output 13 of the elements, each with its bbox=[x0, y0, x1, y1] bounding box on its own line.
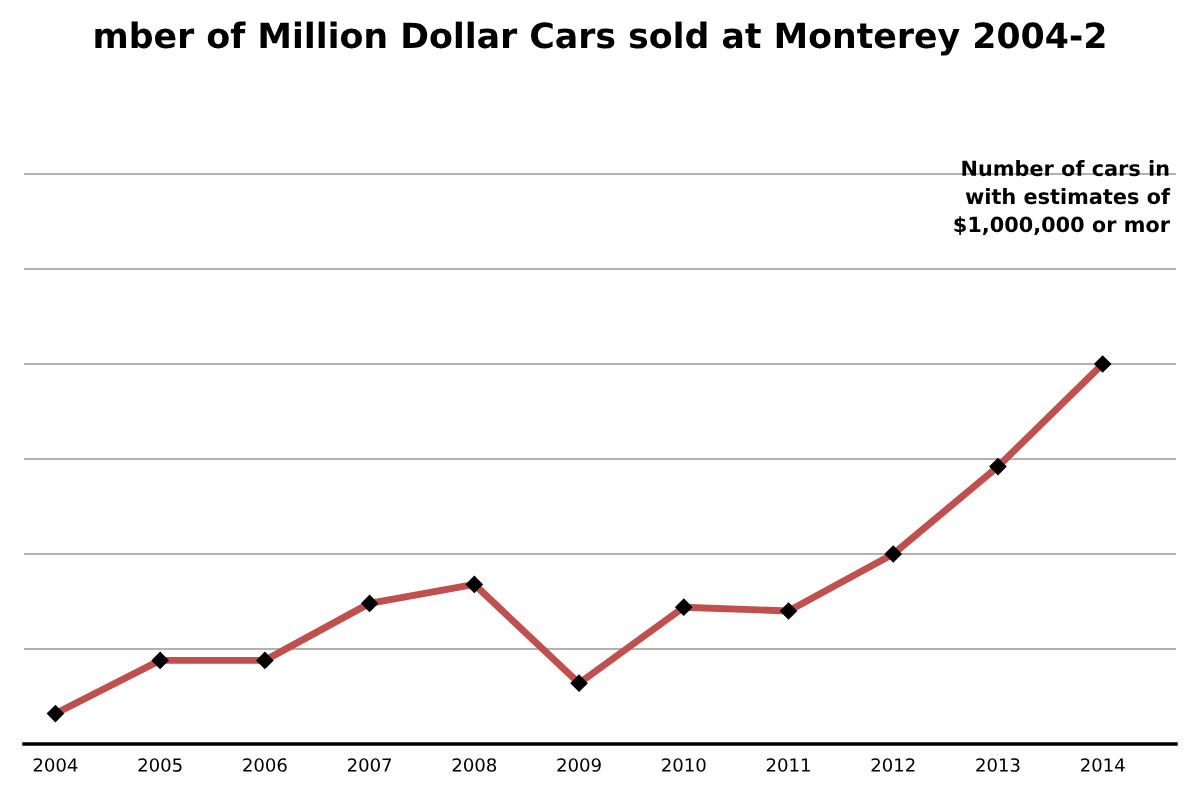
x-tick-label: 2008 bbox=[452, 758, 497, 772]
x-tick-label: 2006 bbox=[243, 758, 287, 772]
text: Number of cars in with estimates of $1,000,000 or mor bbox=[954, 160, 1171, 236]
x-tick-label: 2010 bbox=[662, 758, 706, 772]
x-tick-label: 2014 bbox=[1081, 758, 1125, 772]
x-tick-label: 2007 bbox=[347, 758, 392, 772]
x-tick-label: 2009 bbox=[557, 758, 601, 772]
x-tick-label: 2012 bbox=[871, 758, 915, 772]
x-tick-label: 2011 bbox=[766, 758, 810, 772]
chart-title: mber of Million Dollar Cars sold at Monterey 2004-2 bbox=[95, 21, 1105, 56]
x-tick-label: 2005 bbox=[138, 758, 182, 772]
x-tick-label: 2013 bbox=[976, 758, 1020, 772]
x-tick-label: 2004 bbox=[33, 758, 78, 772]
